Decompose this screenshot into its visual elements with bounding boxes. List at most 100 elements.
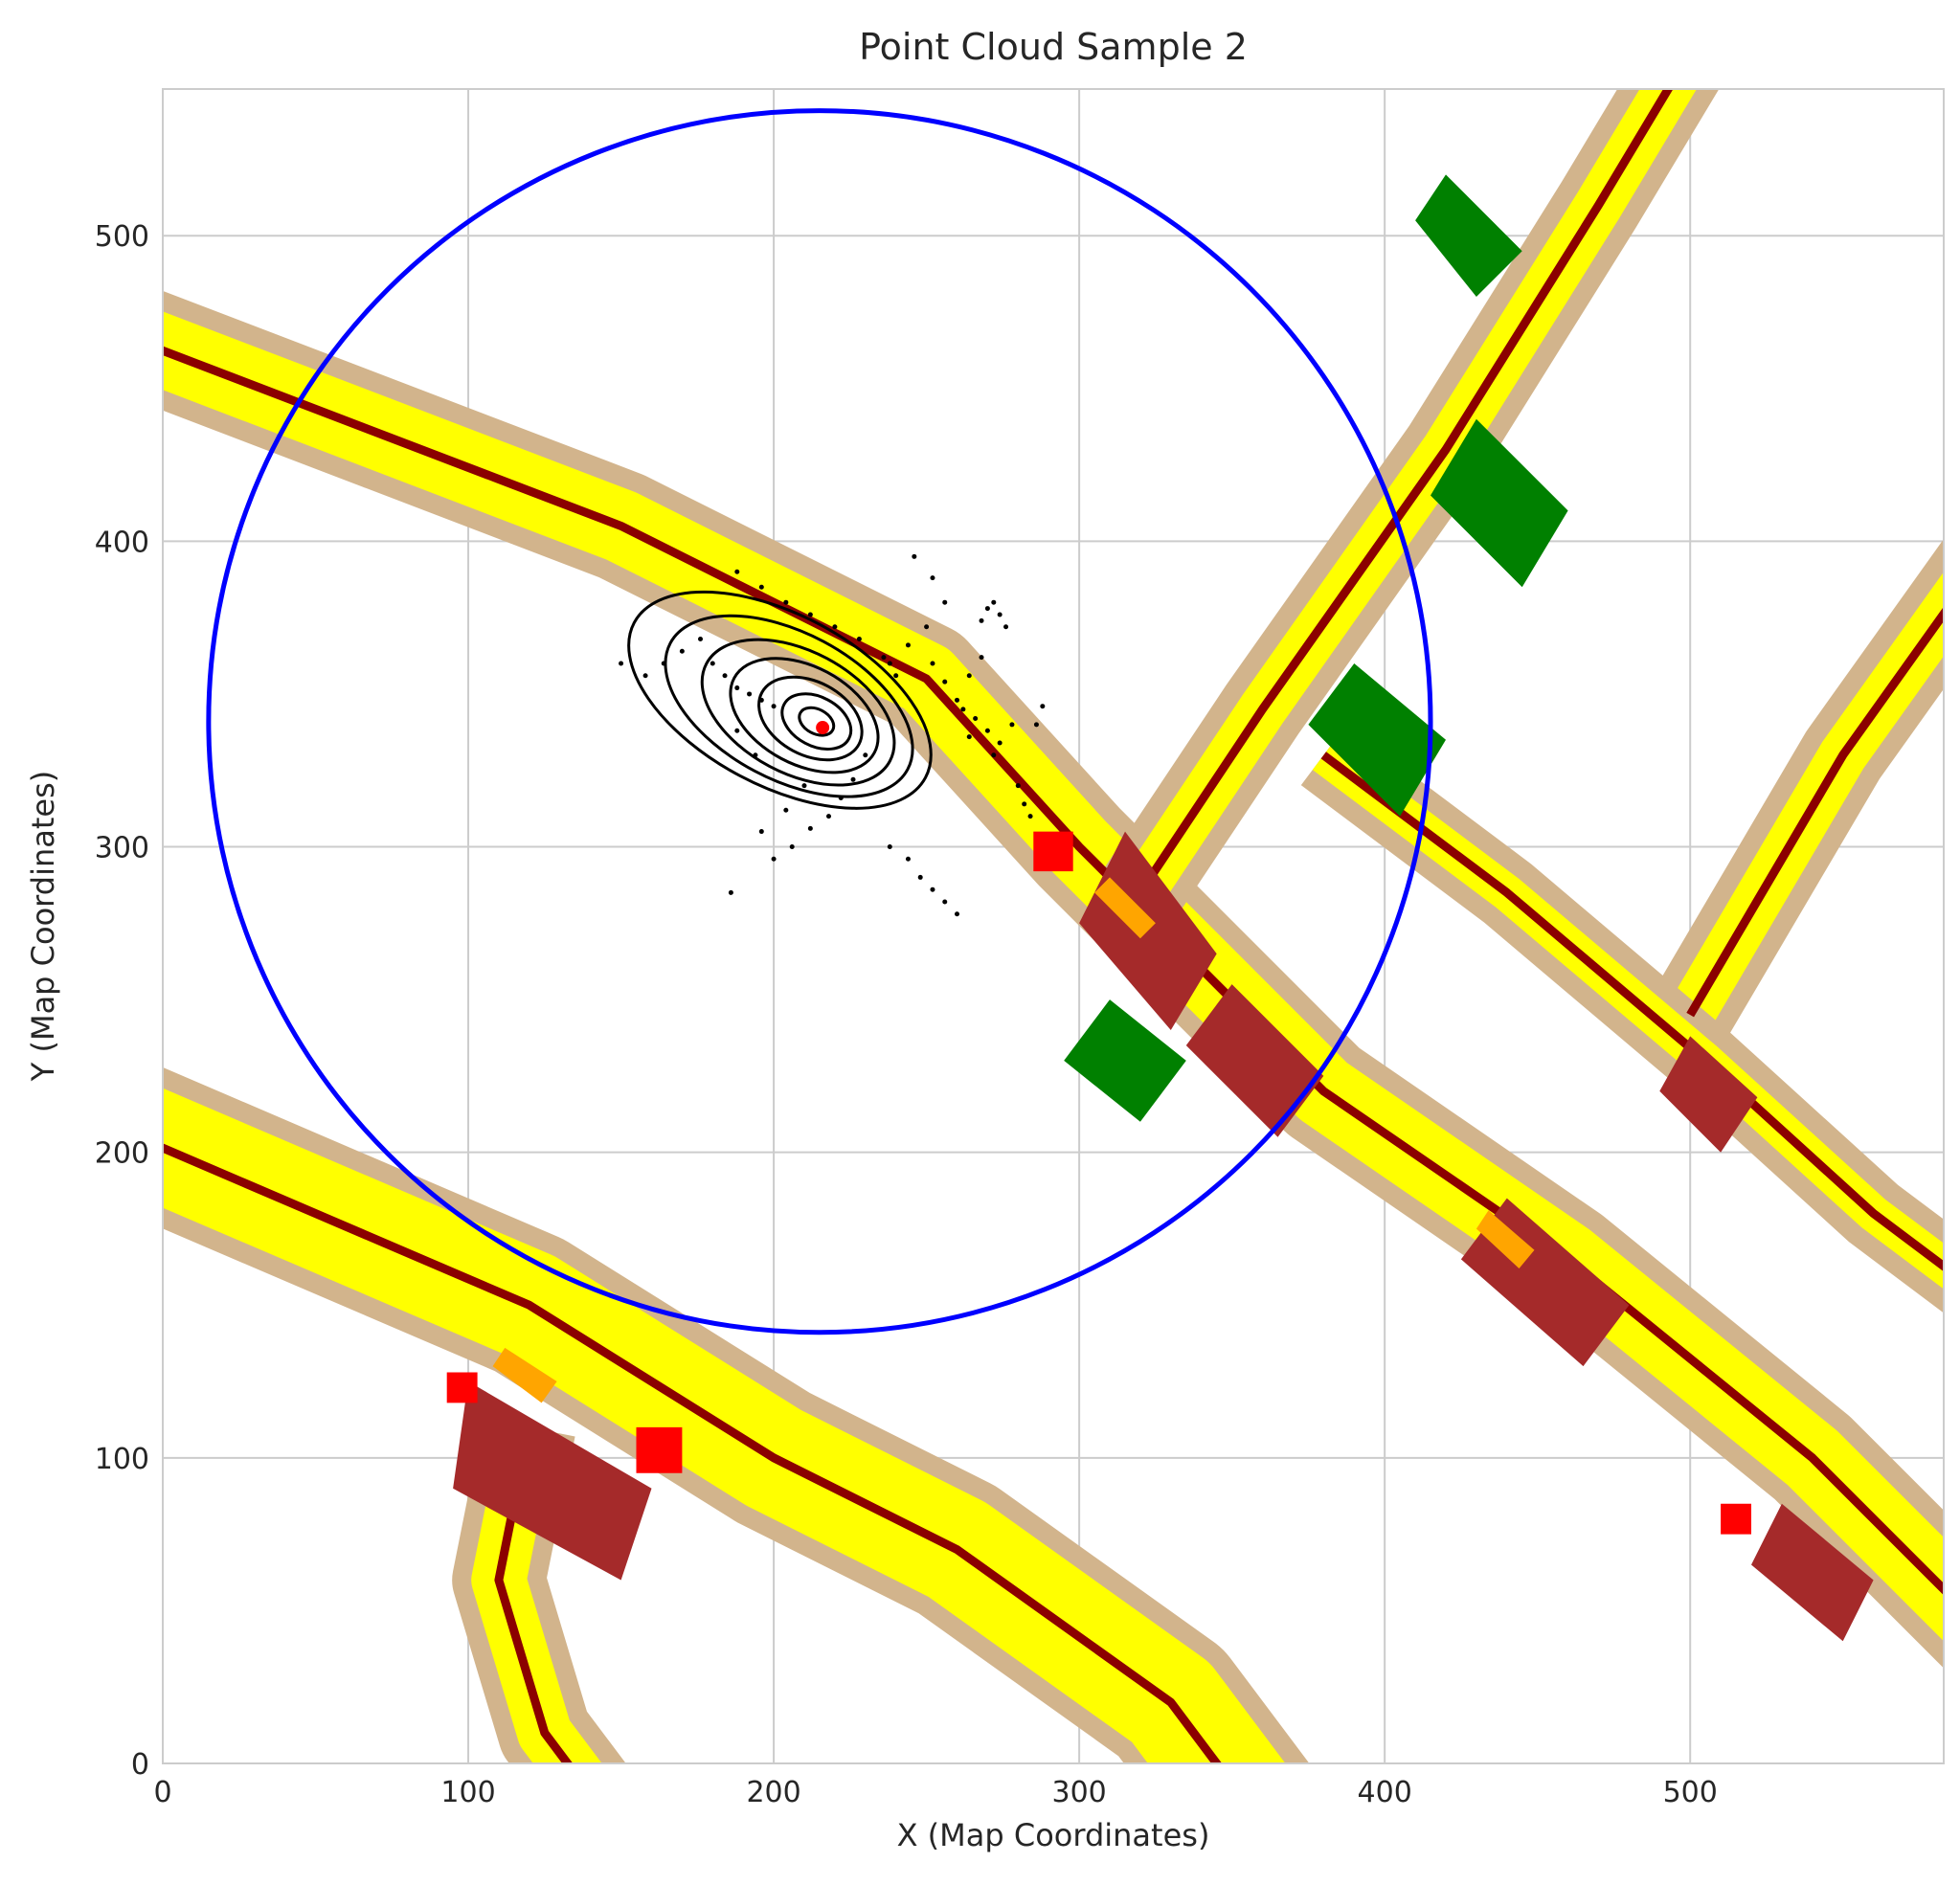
vegetation-area — [1064, 999, 1186, 1122]
chart-title: Point Cloud Sample 2 — [859, 26, 1248, 68]
vegetation-area — [1415, 174, 1522, 297]
x-tick-label: 200 — [746, 1776, 800, 1809]
vegetation-area — [1431, 418, 1568, 588]
point — [979, 655, 984, 661]
point — [698, 636, 704, 641]
point — [905, 642, 911, 648]
point — [979, 617, 984, 623]
point — [734, 728, 740, 733]
point — [771, 704, 777, 709]
point — [912, 553, 917, 559]
point — [807, 825, 813, 831]
plot-background — [163, 89, 1944, 1763]
point — [942, 599, 948, 605]
scan-ring — [700, 638, 896, 787]
point — [997, 740, 1003, 746]
e-diagonal-road-lane-line — [1686, 606, 1944, 1018]
scan-ring — [798, 706, 836, 737]
point — [887, 844, 892, 850]
point — [905, 856, 911, 862]
crosswalk — [492, 1347, 557, 1403]
point — [863, 752, 868, 758]
y-axis-label: Y (Map Coordinates) — [25, 771, 61, 1082]
obstacle — [1033, 831, 1073, 872]
point — [722, 673, 728, 679]
point — [984, 728, 990, 733]
intersection — [1185, 984, 1324, 1137]
point — [955, 697, 960, 703]
map-layer — [163, 89, 1944, 1763]
point — [1033, 722, 1039, 728]
point — [710, 661, 715, 666]
ne-diagonal-road-lane-line — [1137, 89, 1674, 895]
ego-marker — [816, 721, 830, 735]
point — [747, 691, 753, 697]
point — [789, 844, 795, 850]
point — [997, 612, 1003, 617]
point — [930, 661, 935, 666]
point — [832, 624, 838, 630]
gridlines — [162, 89, 1944, 1764]
scan-ring — [780, 692, 853, 751]
sw-curved-road-lane-line — [163, 1143, 1223, 1763]
point — [966, 673, 972, 679]
y-tick-labels: 0 100 200 300 400 500 — [95, 220, 149, 1782]
plot-frame — [162, 88, 1945, 1764]
point — [801, 783, 807, 789]
point — [893, 673, 899, 679]
y-tick-label: 400 — [95, 526, 149, 559]
obstacle — [1721, 1503, 1751, 1535]
point — [783, 807, 789, 813]
y-tick-label: 500 — [95, 220, 149, 254]
point — [1040, 704, 1046, 709]
point — [734, 569, 740, 574]
point — [734, 685, 740, 691]
point — [1003, 624, 1009, 630]
x-tick-label: 300 — [1051, 1776, 1106, 1809]
obstacle — [636, 1426, 683, 1473]
point — [966, 734, 972, 740]
x-tick-label: 100 — [440, 1776, 495, 1809]
x-tick-label: 0 — [153, 1776, 171, 1809]
point — [661, 661, 666, 666]
point — [642, 673, 648, 679]
point — [1027, 814, 1033, 819]
intersection — [1751, 1503, 1874, 1642]
obstacle — [446, 1372, 478, 1403]
x-tick-labels: 0 100 200 300 400 500 — [153, 1776, 1717, 1809]
crosswalk — [1476, 1210, 1535, 1268]
crosswalk — [1094, 877, 1156, 939]
point — [930, 886, 935, 892]
point — [728, 889, 733, 895]
point — [838, 795, 844, 800]
point — [887, 661, 892, 666]
point — [856, 636, 862, 641]
point — [783, 599, 789, 605]
point — [984, 606, 990, 612]
point — [942, 679, 948, 684]
scan-ring — [757, 675, 864, 762]
point — [771, 856, 777, 862]
point — [679, 648, 685, 654]
point — [619, 661, 624, 666]
point — [955, 911, 960, 917]
scan-ring — [664, 614, 914, 798]
point — [930, 575, 935, 581]
point-cloud — [619, 553, 1046, 917]
point — [881, 655, 887, 661]
scan-ring — [729, 657, 880, 774]
point — [942, 899, 948, 905]
x-tick-label: 500 — [1663, 1776, 1718, 1809]
point — [960, 707, 966, 712]
point — [807, 612, 813, 617]
point — [758, 829, 764, 835]
range-circle — [206, 108, 1433, 1335]
point — [753, 752, 758, 758]
point — [973, 715, 979, 721]
y-tick-label: 200 — [95, 1137, 149, 1171]
point — [924, 624, 930, 630]
y-tick-label: 0 — [131, 1748, 149, 1782]
point — [917, 874, 923, 880]
scan-ring — [627, 590, 933, 810]
